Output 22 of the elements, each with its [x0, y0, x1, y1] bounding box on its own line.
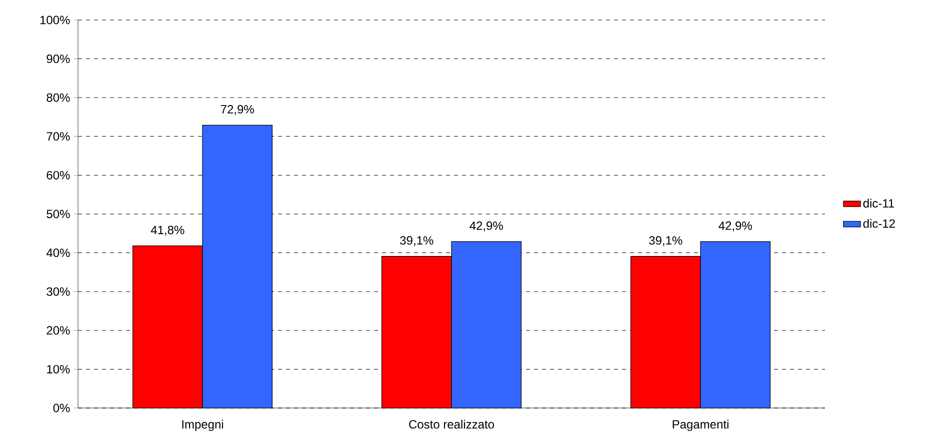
x-tick-label: Pagamenti — [672, 420, 728, 431]
data-label: 41,8% — [150, 226, 184, 236]
x-tick-label: Impegni — [182, 420, 224, 431]
data-label: 72,9% — [220, 105, 254, 115]
y-tick-label: 80% — [46, 93, 70, 102]
y-tick-label: 0% — [53, 404, 70, 412]
y-tick-label: 10% — [47, 364, 70, 374]
legend-label: dic-12 — [863, 219, 895, 228]
data-label: 39,1% — [649, 236, 682, 246]
legend-label: dic-11 — [863, 198, 894, 208]
x-tick-label: Costo realizzato — [409, 420, 494, 429]
y-tick-label: 40% — [46, 248, 70, 258]
y-tick-label: 90% — [46, 54, 70, 64]
data-label: 39,1% — [400, 236, 434, 246]
data-label: 42,9% — [470, 221, 503, 232]
data-label: 42,9% — [718, 221, 752, 232]
y-tick-label: 20% — [46, 326, 70, 335]
y-tick-label: 50% — [46, 210, 70, 218]
y-tick-label: 70% — [46, 132, 70, 141]
y-tick-label: 100% — [40, 16, 70, 24]
y-tick-label: 30% — [46, 287, 70, 296]
y-tick-label: 60% — [46, 170, 70, 180]
